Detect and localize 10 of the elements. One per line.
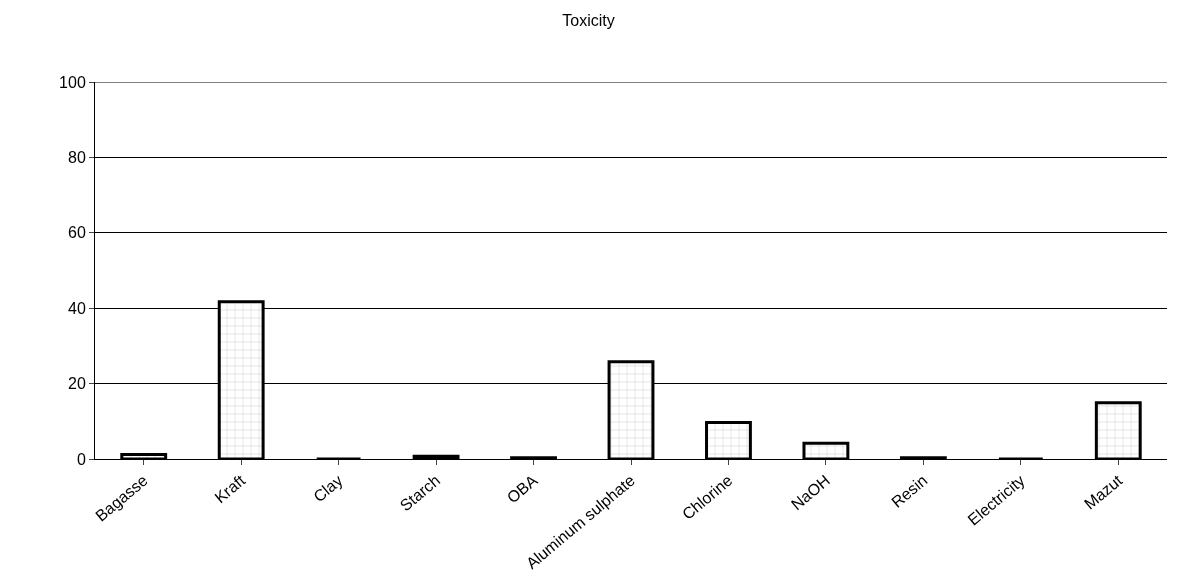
y-tick-label: 0 (76, 450, 86, 468)
x-tick-label: Clay (310, 471, 346, 506)
y-tick-label: 80 (68, 149, 86, 166)
x-tick-label: OBA (503, 471, 541, 507)
y-tick-label: 100 (59, 73, 86, 91)
y-tick-label: 60 (68, 224, 86, 242)
chart-title: Toxicity (562, 11, 615, 29)
y-tick-label: 20 (68, 375, 86, 393)
y-tick-label: 40 (68, 299, 86, 317)
x-tick-label: Kraft (211, 471, 249, 507)
